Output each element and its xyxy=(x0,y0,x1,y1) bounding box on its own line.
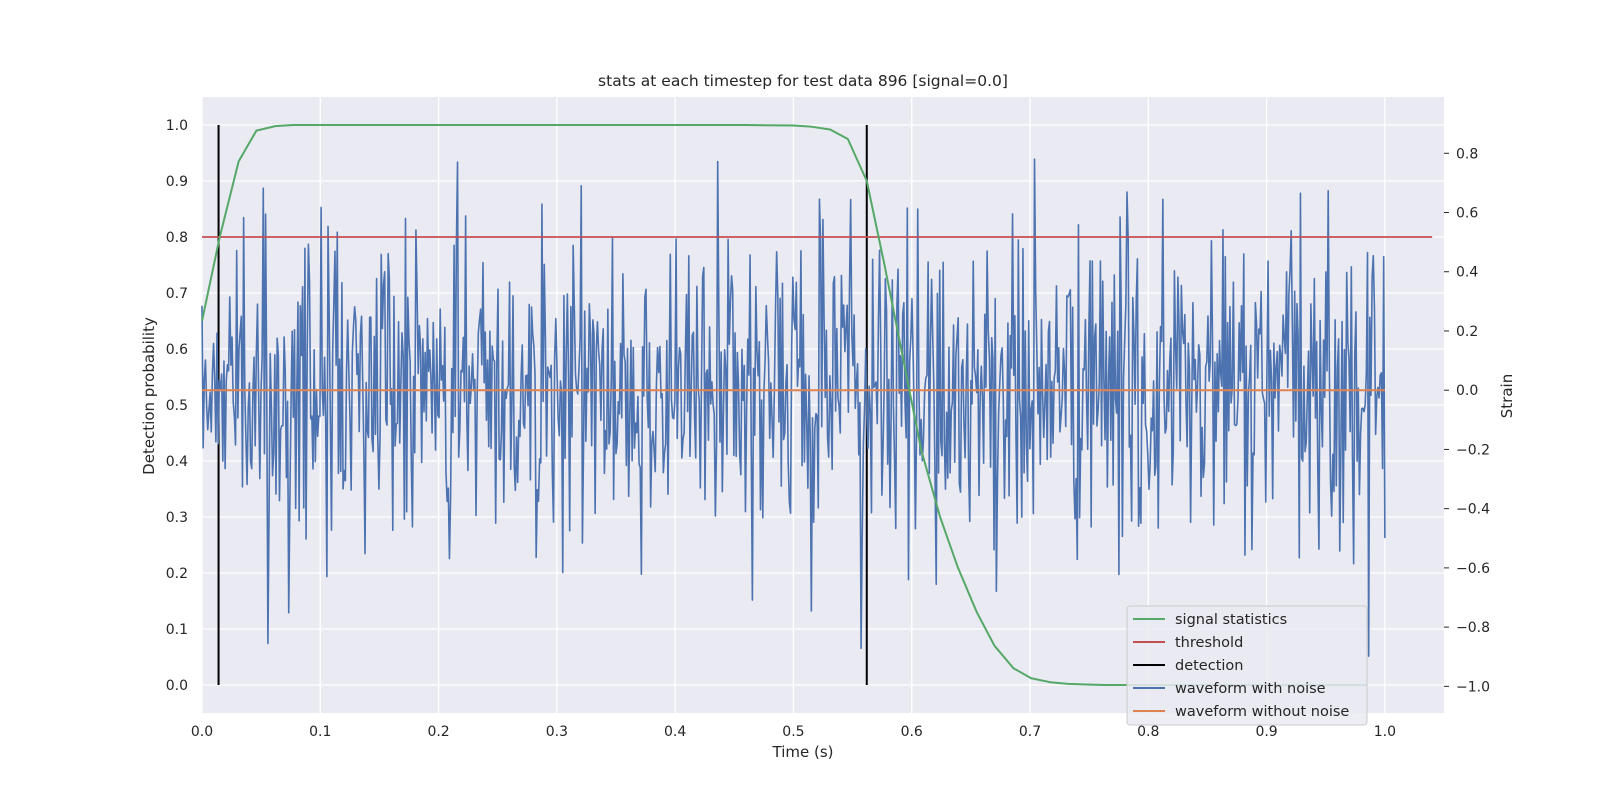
signal-statistics-line xyxy=(201,124,1368,686)
legend-item-waveform-with-noise: waveform with noise xyxy=(1133,681,1326,697)
y2-tick-label: −0.4 xyxy=(1456,502,1490,518)
x-tick-label: 0.2 xyxy=(427,724,449,740)
x-tick-label: 0.4 xyxy=(664,724,686,740)
x-axis-ticks: 0.0 0.1 0.2 0.3 0.4 0.5 0.6 0.7 0.8 0.9 1.0 xyxy=(191,724,1396,740)
y-axis-label: Detection probability xyxy=(140,317,158,475)
x-tick-label: 0.8 xyxy=(1137,724,1159,740)
x-tick-label: 1.0 xyxy=(1374,724,1396,740)
legend-item-signal-statistics: signal statistics xyxy=(1133,612,1287,628)
y-tick-label: 0.5 xyxy=(166,398,188,414)
legend-label: waveform without noise xyxy=(1175,704,1349,720)
y-tick-label: 0.7 xyxy=(166,286,188,302)
series-layer xyxy=(201,124,1433,686)
x-tick-label: 0.9 xyxy=(1255,724,1277,740)
x-tick-label: 0.7 xyxy=(1019,724,1041,740)
legend-label: threshold xyxy=(1175,635,1243,651)
y2-tick-label: 0.4 xyxy=(1456,265,1478,281)
y-tick-label: 0.2 xyxy=(166,566,188,582)
y-tick-label: 0.1 xyxy=(166,622,188,638)
chart-title: stats at each timestep for test data 896… xyxy=(598,72,1008,90)
legend-item-waveform-without-noise: waveform without noise xyxy=(1133,704,1349,720)
legend-label: signal statistics xyxy=(1175,612,1287,628)
y2-axis-label: Strain xyxy=(1498,374,1516,418)
y-tick-label: 0.6 xyxy=(166,342,188,358)
y-tick-label: 0.4 xyxy=(166,454,188,470)
y2-tick-label: −1.0 xyxy=(1456,679,1490,695)
x-tick-label: 0.0 xyxy=(191,724,213,740)
legend-label: waveform with noise xyxy=(1175,681,1326,697)
y-tick-label: 1.0 xyxy=(166,118,188,134)
y2-tick-label: 0.0 xyxy=(1456,383,1478,399)
y2-tick-label: −0.2 xyxy=(1456,442,1490,458)
x-tick-label: 0.3 xyxy=(546,724,568,740)
y-tick-label: 0.8 xyxy=(166,230,188,246)
y-tick-label: 0.3 xyxy=(166,510,188,526)
waveform-with-noise-line xyxy=(201,158,1386,657)
y2-tick-label: −0.6 xyxy=(1456,561,1490,577)
y2-tick-label: 0.2 xyxy=(1456,324,1478,340)
y-tick-label: 0.0 xyxy=(166,678,188,694)
y-tick-label: 0.9 xyxy=(166,174,188,190)
legend-item-detection: detection xyxy=(1133,658,1243,674)
x-tick-label: 0.6 xyxy=(901,724,923,740)
legend-label: detection xyxy=(1175,658,1243,674)
legend-item-threshold: threshold xyxy=(1133,635,1243,651)
y2-tick-label: 0.6 xyxy=(1456,206,1478,222)
y2-tick-label: 0.8 xyxy=(1456,146,1478,162)
x-axis-label: Time (s) xyxy=(772,743,834,761)
y2-axis-ticks: −1.0 −0.8 −0.6 −0.4 −0.2 0.0 0.2 0.4 0.6 0.8 xyxy=(1444,146,1490,695)
x-tick-label: 0.5 xyxy=(782,724,804,740)
y-axis-ticks: 0.0 0.1 0.2 0.3 0.4 0.5 0.6 0.7 0.8 0.9 1.0 xyxy=(166,118,188,694)
legend: signal statistics threshold detection wa… xyxy=(1126,605,1368,726)
y2-tick-label: −0.8 xyxy=(1456,620,1490,636)
x-tick-label: 0.1 xyxy=(309,724,331,740)
legend-box xyxy=(1126,605,1368,726)
